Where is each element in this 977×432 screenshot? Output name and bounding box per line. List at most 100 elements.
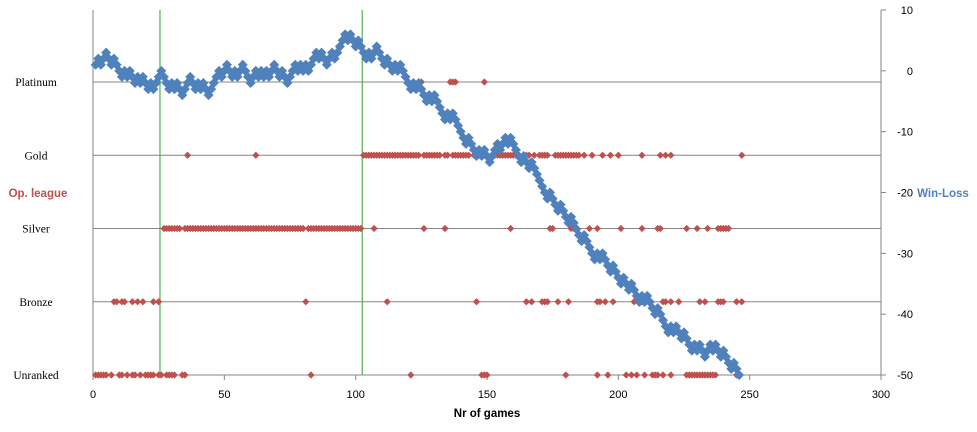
x-tick-label: 200 — [609, 389, 627, 401]
op-league-point — [136, 371, 144, 379]
op-league-point — [444, 151, 452, 159]
op-league-point — [383, 298, 391, 306]
op-league-point — [662, 151, 670, 159]
op-league-point — [667, 298, 675, 306]
op-league-point — [630, 298, 638, 306]
op-league-point — [654, 371, 662, 379]
op-league-point — [483, 371, 491, 379]
op-league-point — [667, 151, 675, 159]
x-tick-label: 100 — [346, 389, 364, 401]
op-league-point — [149, 371, 158, 379]
op-league-point — [407, 371, 415, 379]
op-league-point — [675, 298, 683, 306]
op-league-point — [596, 298, 604, 306]
op-league-point — [139, 298, 147, 306]
op-league-point — [307, 371, 315, 379]
op-league-point — [617, 224, 625, 233]
op-league-point — [420, 224, 428, 233]
op-league-point — [120, 298, 129, 306]
op-league-point — [465, 151, 473, 159]
op-league-point — [252, 151, 260, 159]
op-league-point — [134, 298, 142, 306]
op-league-point — [696, 298, 704, 306]
op-league-point — [183, 151, 192, 159]
op-league-point — [738, 298, 746, 306]
op-league-point — [633, 371, 641, 379]
axes — [92, 9, 886, 380]
op-league-point — [451, 78, 460, 86]
op-league-point — [436, 151, 444, 159]
op-league-point — [357, 224, 365, 233]
x-tick-label: 50 — [218, 389, 230, 401]
op-league-point — [575, 151, 583, 159]
op-league-point — [549, 224, 557, 233]
op-league-point — [662, 298, 670, 306]
y-left-tick-label: Silver — [22, 224, 50, 236]
op-league-point — [609, 298, 617, 306]
op-league-point — [528, 298, 536, 306]
op-league-point — [601, 298, 609, 306]
op-league-point — [170, 371, 179, 379]
op-league-point — [593, 224, 601, 233]
op-league-point — [441, 224, 449, 233]
op-league-point — [176, 224, 184, 233]
op-league-point — [149, 298, 158, 306]
x-tick-label: 150 — [478, 389, 496, 401]
y-right-tick-label: -40 — [897, 309, 913, 321]
league-gridlines — [93, 81, 881, 303]
op-league-point — [711, 371, 720, 379]
y-right-tick-label: -30 — [897, 248, 913, 260]
op-league-point — [693, 224, 701, 233]
op-league-point — [667, 371, 675, 379]
win-loss-point — [594, 254, 605, 265]
y-right-tick-label: 10 — [901, 5, 913, 17]
right-axis-title: Win-Loss — [917, 188, 969, 200]
op-league-point — [701, 298, 709, 306]
op-league-point — [522, 298, 530, 306]
win-loss-point — [592, 248, 603, 259]
op-league-point — [128, 298, 136, 306]
op-league-point — [562, 371, 570, 379]
op-league-point — [606, 151, 615, 159]
op-league-point — [593, 371, 601, 379]
x-axis-title: Nr of games — [454, 408, 520, 420]
x-tick-label: 250 — [740, 389, 758, 401]
op-league-point — [732, 298, 741, 306]
op-league-point — [113, 298, 121, 306]
y-right-tick-label: -20 — [897, 188, 913, 200]
y-left-tick-label: Gold — [25, 150, 48, 162]
op-league-point — [302, 298, 310, 306]
y-left-tick-label: Bronze — [19, 297, 52, 309]
op-league-point — [564, 298, 573, 306]
op-league-point — [614, 151, 622, 159]
op-league-point — [157, 371, 165, 379]
op-league-point — [638, 224, 646, 233]
win-loss-point — [589, 254, 600, 265]
op-league-point — [641, 371, 649, 379]
op-league-point — [725, 224, 733, 233]
op-league-point — [530, 151, 538, 159]
y-left-tick-label: Unranked — [13, 370, 59, 382]
op-league-point — [107, 371, 115, 379]
op-league-point — [370, 224, 378, 233]
op-league-point — [507, 224, 515, 233]
op-league-point — [622, 371, 630, 379]
op-league-point — [472, 298, 481, 306]
op-league-point — [580, 151, 588, 159]
op-league-point — [299, 224, 307, 233]
op-league-point — [118, 371, 126, 379]
op-league-point — [554, 298, 562, 306]
op-league-point — [659, 371, 667, 379]
y-left-tick-label: Platinum — [15, 77, 57, 89]
left-axis-title: Op. league — [9, 188, 68, 200]
op-league-point — [181, 371, 189, 379]
op-league-point — [604, 371, 612, 379]
win-loss-series — [90, 29, 745, 380]
op-league-point — [638, 151, 646, 159]
op-league-point — [102, 371, 110, 379]
op-league-point — [683, 224, 691, 233]
op-league-point — [543, 298, 552, 306]
op-league-point — [480, 78, 488, 86]
y-right-tick-label: -10 — [897, 127, 913, 139]
op-league-point — [656, 224, 664, 233]
